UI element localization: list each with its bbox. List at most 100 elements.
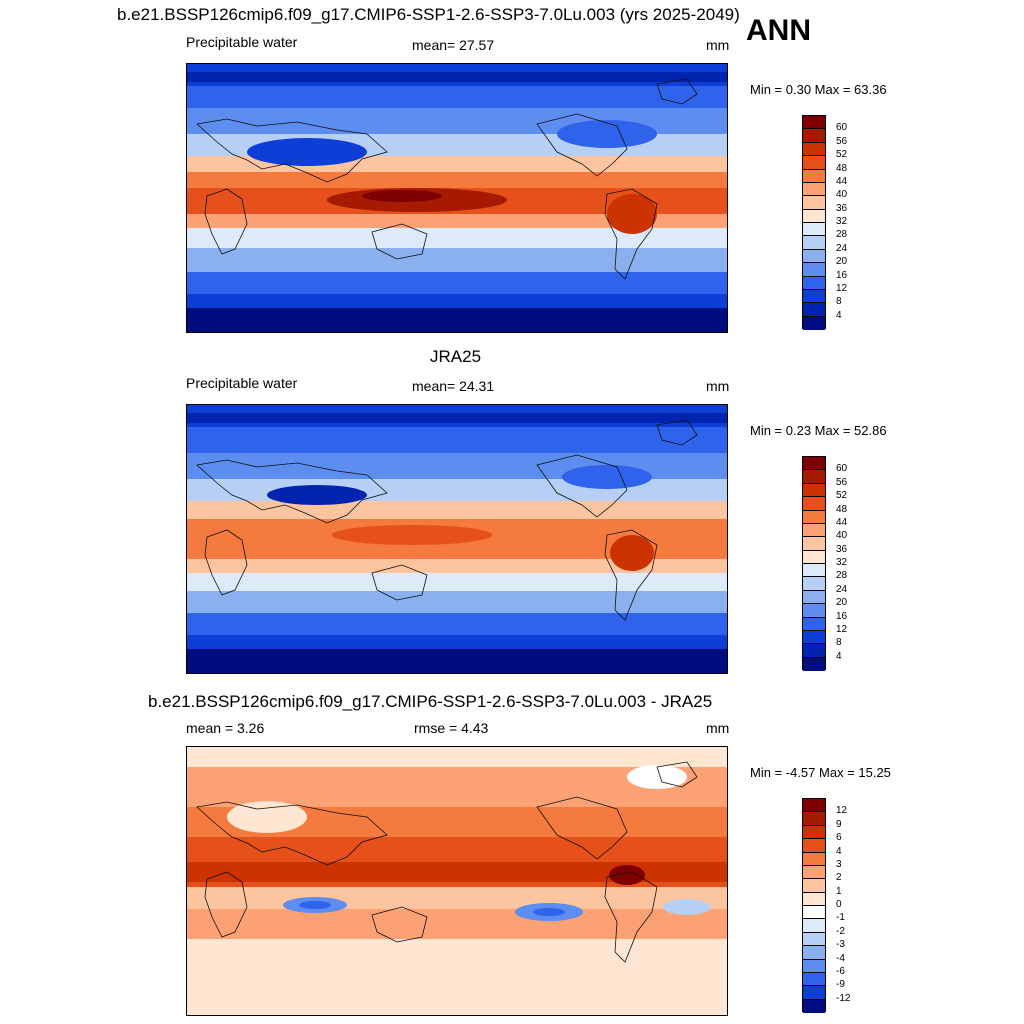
colorbar-swatch: [803, 879, 825, 893]
panel-2-colorbar: [802, 456, 826, 671]
colorbar-tick-label: 36: [836, 202, 848, 214]
colorbar-tick-label: 60: [836, 463, 848, 475]
colorbar-swatch: [803, 550, 825, 564]
colorbar-tick-label: 9: [836, 818, 842, 830]
colorbar-tick-label: -2: [836, 925, 845, 937]
panel-1-variable-label: Precipitable water: [186, 34, 298, 50]
colorbar-tick-label: 2: [836, 872, 842, 884]
panel-2-min-max: Min = 0.23 Max = 52.86: [750, 423, 887, 438]
colorbar-tick-label: 0: [836, 899, 842, 910]
colorbar-swatch: [803, 852, 825, 866]
colorbar-tick-label: 48: [836, 503, 848, 515]
panel-3-map-field: [187, 747, 727, 1015]
panel-3-colorbar: [802, 798, 826, 1013]
colorbar-swatch: [803, 537, 825, 551]
colorbar-tick-label: 60: [836, 122, 848, 134]
colorbar-swatch: [803, 457, 825, 471]
colorbar-tick-label: -1: [836, 912, 845, 924]
colorbar-swatch: [803, 799, 825, 813]
colorbar-tick-label: 12: [836, 805, 848, 817]
colorbar-tick-label: 16: [836, 269, 848, 281]
panel-1-min-max: Min = 0.30 Max = 63.36: [750, 82, 887, 97]
colorbar-swatch: [803, 209, 825, 223]
colorbar-tick-label: 44: [836, 516, 848, 528]
colorbar-swatch: [803, 999, 825, 1013]
colorbar-swatch: [803, 470, 825, 484]
colorbar-swatch: [803, 276, 825, 290]
panel-2-variable-label: Precipitable water: [186, 375, 298, 391]
colorbar-tick-label: 4: [836, 650, 842, 662]
colorbar-tick-label: 12: [836, 282, 848, 294]
colorbar-tick-label: 32: [836, 557, 848, 568]
colorbar-swatch: [803, 617, 825, 631]
colorbar-tick-label: 8: [836, 637, 842, 649]
colorbar-tick-label: 28: [836, 229, 848, 241]
colorbar-tick-label: 40: [836, 189, 848, 201]
colorbar-swatch: [803, 523, 825, 538]
colorbar-swatch: [803, 169, 825, 183]
panel-3-rmse-label: rmse = 4.43: [414, 720, 489, 736]
colorbar-tick-label: 20: [836, 597, 848, 609]
colorbar-swatch: [803, 196, 825, 210]
colorbar-swatch: [803, 839, 825, 853]
colorbar-tick-label: -4: [836, 952, 845, 964]
panel-1-map-field: [187, 64, 727, 332]
colorbar-swatch: [803, 657, 825, 671]
colorbar-swatch: [803, 590, 825, 605]
colorbar-swatch: [803, 825, 825, 840]
colorbar-tick-label: -3: [836, 939, 845, 951]
colorbar-tick-label: 52: [836, 490, 848, 502]
colorbar-tick-label: 56: [836, 476, 848, 488]
colorbar-swatch: [803, 249, 825, 264]
colorbar-tick-label: 3: [836, 858, 842, 870]
panel-2-map-field: [187, 405, 727, 673]
panel-1-colorbar: [802, 115, 826, 330]
colorbar-swatch: [803, 644, 825, 658]
panel-1-mean-label: mean= 27.57: [412, 37, 495, 53]
colorbar-swatch: [803, 289, 825, 304]
colorbar-tick-label: 4: [836, 845, 842, 857]
colorbar-tick-label: 40: [836, 530, 848, 542]
colorbar-swatch: [803, 483, 825, 498]
panel-3-min-max: Min = -4.57 Max = 15.25: [750, 765, 891, 780]
colorbar-tick-label: 56: [836, 135, 848, 147]
colorbar-swatch: [803, 932, 825, 947]
colorbar-swatch: [803, 156, 825, 170]
colorbar-swatch: [803, 263, 825, 277]
panel-2-mean-label: mean= 24.31: [412, 378, 495, 394]
colorbar-tick-label: 20: [836, 256, 848, 268]
colorbar-tick-label: -9: [836, 979, 845, 991]
colorbar-tick-label: 1: [836, 885, 842, 897]
panel-3-units-label: mm: [706, 720, 730, 736]
colorbar-tick-label: 48: [836, 162, 848, 174]
colorbar-swatch: [803, 577, 825, 591]
colorbar-tick-label: -12: [836, 992, 851, 1004]
panel-3-title: b.e21.BSSP126cmip6.f09_g17.CMIP6-SSP1-2.…: [148, 692, 713, 711]
colorbar-swatch: [803, 604, 825, 618]
colorbar-tick-label: 16: [836, 610, 848, 622]
colorbar-swatch: [803, 865, 825, 880]
panel-3-mean-label: mean = 3.26: [186, 720, 265, 736]
colorbar-swatch: [803, 892, 825, 906]
colorbar-tick-label: 24: [836, 583, 848, 595]
colorbar-swatch: [803, 564, 825, 578]
colorbar-tick-label: 6: [836, 832, 842, 844]
panel-2-title: JRA25: [430, 347, 482, 366]
colorbar-swatch: [803, 303, 825, 317]
colorbar-swatch: [803, 906, 825, 920]
colorbar-swatch: [803, 316, 825, 330]
colorbar-swatch: [803, 919, 825, 933]
colorbar-swatch: [803, 946, 825, 960]
colorbar-swatch: [803, 510, 825, 524]
colorbar-tick-label: 52: [836, 149, 848, 161]
colorbar-swatch: [803, 182, 825, 197]
colorbar-swatch: [803, 972, 825, 987]
colorbar-swatch: [803, 236, 825, 250]
colorbar-swatch: [803, 959, 825, 973]
colorbar-swatch: [803, 812, 825, 826]
colorbar-swatch: [803, 116, 825, 130]
colorbar-tick-label: 12: [836, 623, 848, 635]
panel-2-units-label: mm: [706, 378, 730, 394]
colorbar-tick-label: 24: [836, 242, 848, 254]
panel-1-units-label: mm: [706, 37, 730, 53]
